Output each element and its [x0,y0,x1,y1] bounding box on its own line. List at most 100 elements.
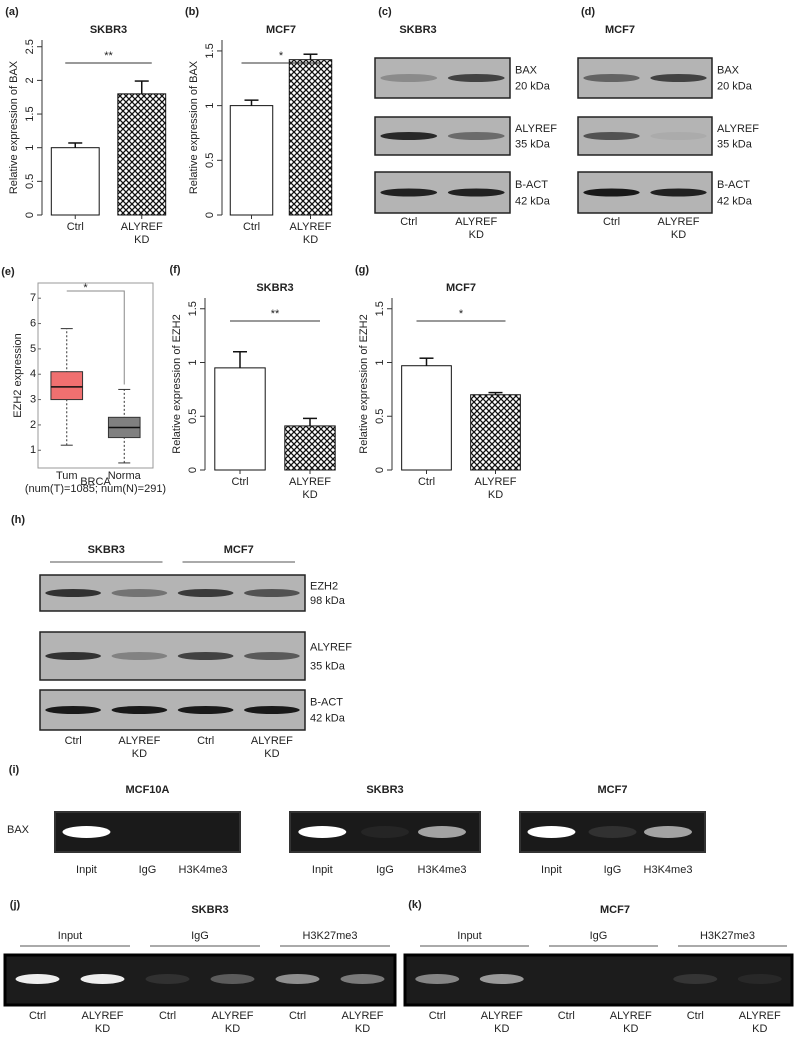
lane-label: ALYREF KD [118,735,161,760]
gel [3,953,397,1007]
x-tick-label: Ctrl [66,221,84,233]
panel-label: (g) [355,264,369,276]
blot-band [583,132,640,140]
panel-label: (k) [408,899,422,911]
x-tick-label: ALYREF KD [289,221,332,246]
y-tick-label: 2 [24,77,36,83]
y-axis-label: EZH2 expression [12,333,24,417]
gel-band [340,974,385,984]
gel-band [15,974,60,984]
group-label: MCF7 [224,544,254,556]
significance-bracket [66,290,125,385]
row-label: BAX [515,65,538,77]
y-tick-label: 0 [204,212,216,218]
lane-label: IgG [604,864,622,876]
panel-label: (c) [378,6,392,18]
lane-label: Ctrl [557,1010,575,1022]
gel [403,953,794,1007]
y-tick-label: 0.5 [187,409,199,424]
group-label: H3K27me3 [700,930,755,942]
x-tick-label: Ctrl [242,221,261,233]
lane-label: Inpit [76,864,97,876]
significance-label: ** [104,50,113,62]
blot-band [45,589,101,597]
lane-label: IgG [376,864,394,876]
x-axis-label: BRCA [80,476,111,488]
y-tick-label: 1.5 [374,301,386,316]
chart-title: MCF7 [446,282,476,294]
gel-title: MCF10A [125,784,169,796]
row-label: B-ACT [310,697,343,709]
row-size: 20 kDa [515,81,551,93]
lane-label: ALYREF KD [341,1010,384,1035]
lane-label-box: ALYREF KD [341,1010,384,1035]
chart-title: SKBR3 [256,282,293,294]
panel-label: (b) [185,6,199,18]
group-label: H3K27me3 [302,930,357,942]
group-label: IgG [590,930,608,942]
bar [288,59,333,216]
lane-label: Inpit [312,864,333,876]
blot-band [177,706,234,714]
blot-band [111,589,168,597]
row-label: B-ACT [515,179,548,191]
y-tick-label: 0.5 [374,409,386,424]
bar [401,365,452,471]
blot-band [583,188,640,197]
x-tick-label: Tum [56,470,78,482]
sample-note: (num(T)=1085; num(N)=291) [25,483,166,495]
row-label: ALYREF [717,123,759,135]
lane-label: Inpit [541,864,562,876]
blot-band [45,652,101,660]
lane-label: Ctrl [158,1010,177,1022]
gel-band [275,974,320,984]
x-tick-label: Ctrl [231,476,249,488]
lane-label-box: ALYREF KD [610,1010,652,1035]
gel-band [298,826,347,838]
lane-label-box: ALYREF KD [212,1010,254,1035]
gel-band [588,826,637,838]
x-tick-label-box: ALYREF KD [121,221,163,246]
x-tick-label: Norma [108,470,142,482]
gel-band [527,826,576,838]
bar [284,425,336,471]
lane-label-box: ALYREF KD [739,1010,781,1035]
row-label: EZH2 [310,580,338,592]
lane-label: IgG [139,864,157,876]
bar [214,367,266,471]
lane-label-box: Ctrl [289,1010,306,1022]
lane-label: H3K4me3 [418,864,467,876]
lane-label: ALYREF KD [250,735,293,760]
y-tick-label: 1 [187,359,199,365]
lane-label-box: ALYREF KD [81,1010,124,1035]
blot-band [380,132,438,140]
blot-band [244,706,300,714]
lane-label-box: ALYREF KD [481,1010,523,1035]
y-tick-label: 1 [374,359,386,365]
box [50,371,84,401]
y-tick-label: 0 [187,467,199,473]
blot-band [380,74,438,82]
lane-label-box: ALYREF KD [250,735,293,760]
gel-band [644,826,692,838]
bar [117,93,167,216]
panel-label: (d) [581,6,595,18]
blot-band [111,652,168,660]
x-tick-label-box: ALYREF KD [289,221,332,246]
group-label: Input [457,930,481,942]
lane-label-box: ALYREF KD [455,216,497,241]
y-tick-label: 1.5 [204,43,216,58]
row-size: 35 kDa [310,660,346,672]
blot-band [177,652,234,660]
gel-band [62,826,111,838]
row-size: 42 kDa [515,195,551,207]
panel-label: (i) [9,764,20,776]
y-tick-label: 0.5 [24,174,36,189]
lane-label: ALYREF KD [81,1010,124,1035]
y-tick-label: 0.5 [204,153,216,168]
lane-label-box: Ctrl [557,1010,575,1022]
x-tick-label: Ctrl [417,476,436,488]
blot-band [45,706,101,714]
x-tick-label-box: ALYREF KD [475,476,517,501]
blot-band [111,706,168,714]
